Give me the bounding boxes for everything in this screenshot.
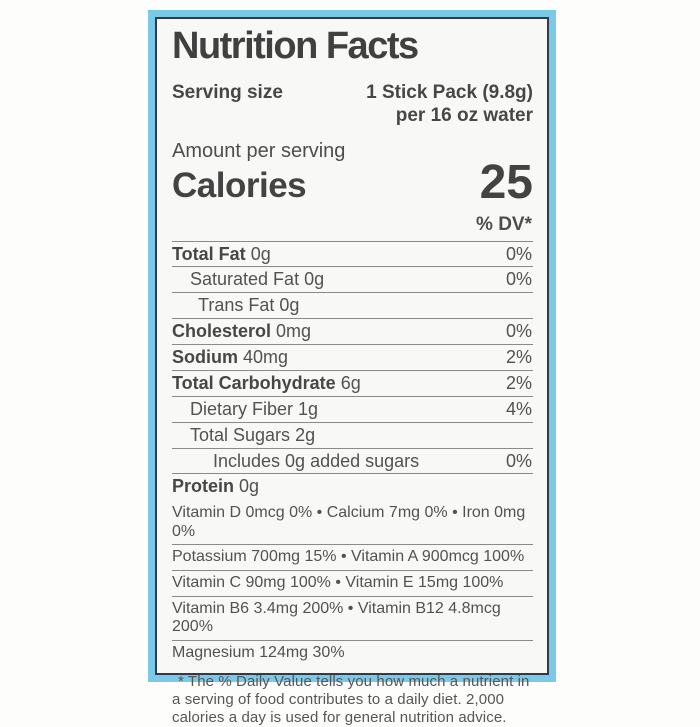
nutrient-row-total-carbohydrate: Total Carbohydrate 6g 2% <box>172 369 533 396</box>
dv-value: 2% <box>505 372 532 393</box>
calories-row: Calories 25 <box>172 156 533 210</box>
daily-value-footnote: * The % Daily Value tells you how much a… <box>172 673 530 727</box>
dv-value: 0% <box>505 450 532 471</box>
calories-label: Calories <box>172 165 307 205</box>
label-blue-frame: Nutrition Facts Serving size 1 Stick Pac… <box>148 10 556 726</box>
micronutrient-row: Magnesium 124mg 30% <box>172 643 345 661</box>
amount-per-serving-label: Amount per serving <box>172 140 346 163</box>
nutrient-table: Total Fat 0g 0% Saturated Fat 0g 0% Tran… <box>172 240 533 500</box>
micronutrient-row: Vitamin B6 3.4mg 200% • Vitamin B12 4.8m… <box>172 597 533 641</box>
nutrient-row-sodium: Sodium 40mg 2% <box>172 344 533 370</box>
dv-value: 0% <box>505 321 532 342</box>
page-background: Nutrition Facts Serving size 1 Stick Pac… <box>148 10 556 726</box>
micronutrient-row: Vitamin C 90mg 100% • Vitamin E 15mg 100… <box>172 571 533 597</box>
serving-size-value-line2: per 16 oz water <box>395 105 533 127</box>
nutrient-row-total-fat: Total Fat 0g 0% <box>172 240 533 267</box>
calories-value: 25 <box>479 156 533 210</box>
dv-value: 0% <box>505 269 532 290</box>
serving-size-row: Serving size 1 Stick Pack (9.8g) per 16 … <box>172 74 533 135</box>
nutrient-row-cholesterol: Cholesterol 0mg 0% <box>172 318 533 344</box>
nutrient-row-saturated-fat: Saturated Fat 0g 0% <box>172 266 533 292</box>
micronutrient-row: Vitamin D 0mcg 0% • Calcium 7mg 0% • Iro… <box>172 501 533 546</box>
serving-size-label: Serving size <box>172 81 283 103</box>
nutrient-row-protein: Protein 0g <box>172 473 533 499</box>
serving-size-value-line1: 1 Stick Pack (9.8g) <box>366 81 533 103</box>
nutrient-row-total-sugars: Total Sugars 2g <box>172 421 533 448</box>
nutrient-row-dietary-fiber: Dietary Fiber 1g 4% <box>172 395 533 422</box>
dv-value: 2% <box>505 347 532 368</box>
serving-size-value: 1 Stick Pack (9.8g) per 16 oz water <box>366 81 533 127</box>
nutrient-row-added-sugars: Includes 0g added sugars 0% <box>172 447 533 474</box>
nutrition-facts-label: Nutrition Facts Serving size 1 Stick Pac… <box>155 17 549 726</box>
micronutrient-row: Potassium 700mg 15% • Vitamin A 900mcg 1… <box>172 545 533 571</box>
nutrient-row-trans-fat: Trans Fat 0g <box>172 292 533 318</box>
micronutrient-table: Vitamin D 0mcg 0% • Calcium 7mg 0% • Iro… <box>172 501 533 665</box>
dv-value: 0% <box>505 243 532 264</box>
daily-value-header: % DV* <box>476 213 532 235</box>
label-title: Nutrition Facts <box>172 25 419 67</box>
dv-value: 4% <box>505 398 532 419</box>
